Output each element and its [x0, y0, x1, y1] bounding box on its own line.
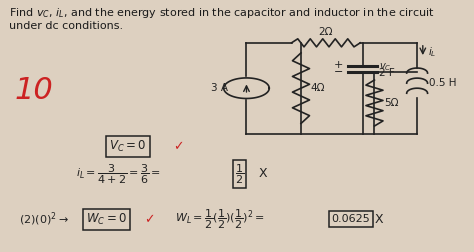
Text: under dc conditions.: under dc conditions.: [9, 21, 124, 32]
Text: $V_C = 0$: $V_C = 0$: [109, 139, 146, 154]
Text: 3 A: 3 A: [210, 83, 228, 93]
Text: ✓: ✓: [173, 140, 183, 153]
Text: $(2)(0)^2 \rightarrow$: $(2)(0)^2 \rightarrow$: [19, 210, 69, 228]
Text: 2 F: 2 F: [379, 68, 395, 78]
Text: 2Ω: 2Ω: [319, 26, 333, 37]
Text: X: X: [258, 167, 267, 180]
Text: −: −: [334, 68, 344, 77]
Text: Find $v_C$, $i_L$, and the energy stored in the capacitor and inductor in the ci: Find $v_C$, $i_L$, and the energy stored…: [9, 6, 435, 20]
Text: 10: 10: [14, 76, 53, 105]
Text: X: X: [374, 213, 383, 226]
Text: 0.0625: 0.0625: [331, 214, 370, 224]
Text: 4Ω: 4Ω: [310, 83, 325, 93]
Text: 5Ω: 5Ω: [384, 98, 399, 108]
Text: ✓: ✓: [145, 213, 155, 226]
Text: $W_L = \dfrac{1}{2}(\dfrac{1}{2})(\dfrac{1}{2})^2 = $: $W_L = \dfrac{1}{2}(\dfrac{1}{2})(\dfrac…: [175, 207, 265, 231]
Text: +: +: [334, 60, 344, 70]
Text: 0.5 H: 0.5 H: [429, 78, 456, 88]
Text: $W_C = 0$: $W_C = 0$: [86, 212, 127, 227]
Text: $i_L$: $i_L$: [428, 45, 436, 59]
Text: $i_L = \dfrac{3}{4+2} = \dfrac{3}{6} = $: $i_L = \dfrac{3}{4+2} = \dfrac{3}{6} = $: [76, 162, 161, 186]
Text: $\dfrac{1}{2}$: $\dfrac{1}{2}$: [235, 162, 244, 186]
Text: $v_C$: $v_C$: [379, 61, 392, 73]
